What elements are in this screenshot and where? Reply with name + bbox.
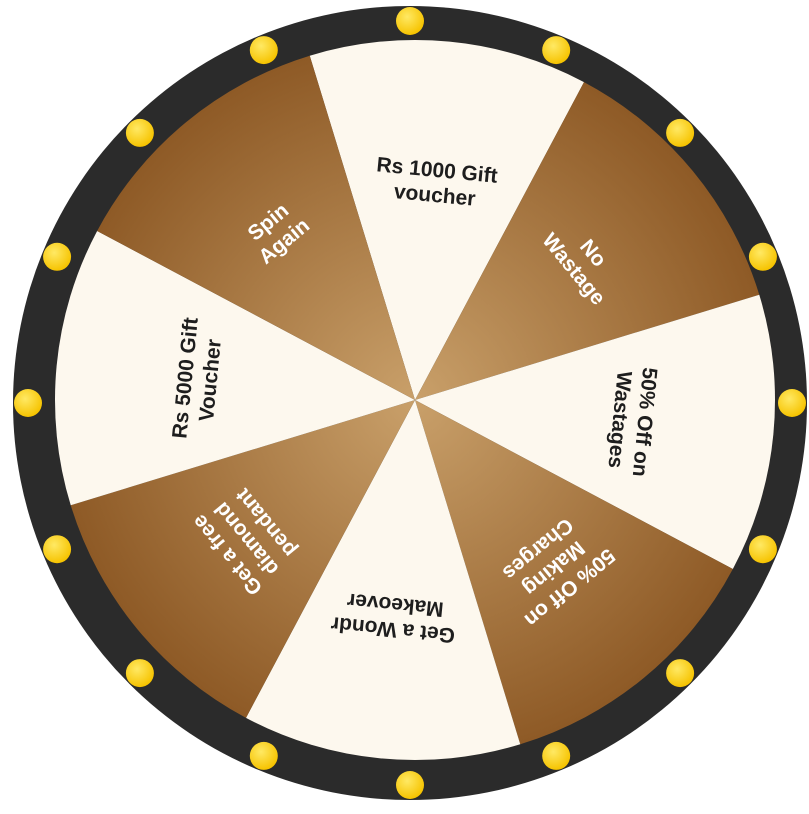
rim-light-bulb: [396, 771, 424, 799]
wheel-segment: [415, 294, 775, 570]
rim-light-bulb: [43, 535, 72, 564]
wheel-segment: [415, 82, 760, 401]
rim-light-bulb: [748, 535, 777, 564]
rim-light-bulb: [125, 659, 154, 688]
rim-light-bulb: [249, 741, 278, 770]
rim-light-bulb: [125, 118, 154, 147]
wheel-segment: [309, 39, 585, 400]
rim-light-bulb: [43, 242, 72, 271]
rim-light-bulb: [249, 36, 278, 65]
wheel-segments: [54, 39, 775, 760]
rim-light-bulb: [778, 389, 806, 417]
rim-light-bulb: [666, 659, 695, 688]
wheel-segment: [70, 400, 415, 718]
rim-light-bulb: [542, 36, 571, 65]
wheel-segment: [245, 400, 521, 760]
rim-light-bulb: [14, 389, 42, 417]
wheel-segment: [97, 55, 416, 401]
rim-lights: [14, 7, 806, 799]
wheel-segment: [415, 400, 733, 745]
rim-light-bulb: [748, 242, 777, 271]
wheel-segment: [54, 230, 416, 506]
rim-light-bulb: [542, 741, 571, 770]
rim-light-bulb: [666, 118, 695, 147]
rim-light-bulb: [396, 7, 424, 35]
